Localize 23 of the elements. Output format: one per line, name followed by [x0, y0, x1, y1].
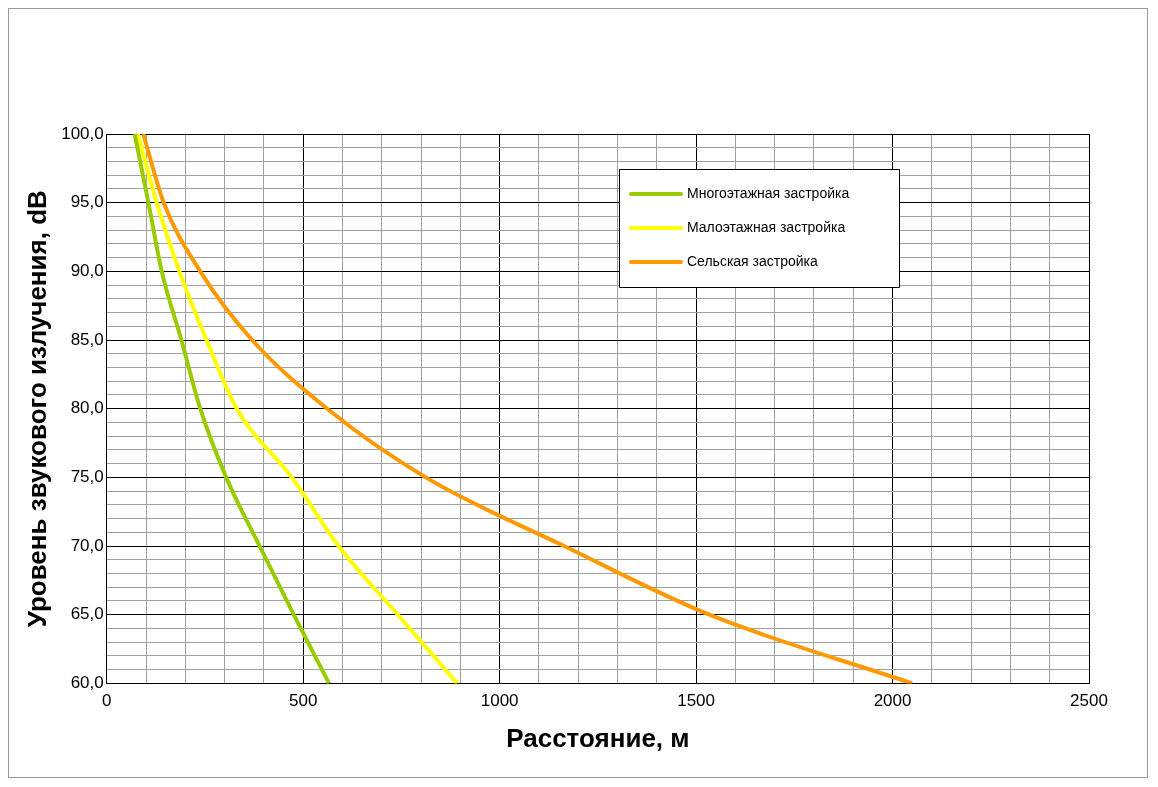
- y-tick-label: 75,0: [70, 467, 104, 487]
- y-tick-label: 85,0: [70, 329, 104, 349]
- line-series: [135, 134, 460, 684]
- line-series: [132, 134, 332, 684]
- legend-label: Малоэтажная застройка: [687, 218, 846, 235]
- y-tick-label: 90,0: [70, 261, 104, 281]
- y-tick-label: 95,0: [70, 192, 104, 212]
- legend-label: Многоэтажная застройка: [687, 184, 850, 201]
- y-tick-label: 60,0: [70, 673, 104, 693]
- x-tick-label: 0: [102, 691, 112, 711]
- y-axis-title: Уровень звукового излучения, dB: [21, 190, 52, 628]
- x-tick-label: 1000: [480, 691, 519, 711]
- y-tick-label: 80,0: [70, 398, 104, 418]
- x-tick-label: 2000: [873, 691, 912, 711]
- x-tick-label: 2500: [1070, 691, 1108, 711]
- y-tick-label: 100,0: [61, 123, 104, 143]
- x-tick-label: 500: [289, 691, 318, 711]
- y-tick-label: 70,0: [70, 535, 104, 555]
- legend-label: Сельская застройка: [687, 252, 819, 269]
- y-tick-label: 65,0: [70, 604, 104, 624]
- x-tick-label: 1500: [677, 691, 716, 711]
- line-series: [141, 134, 915, 684]
- x-axis-title: Расстояние, м: [506, 722, 690, 753]
